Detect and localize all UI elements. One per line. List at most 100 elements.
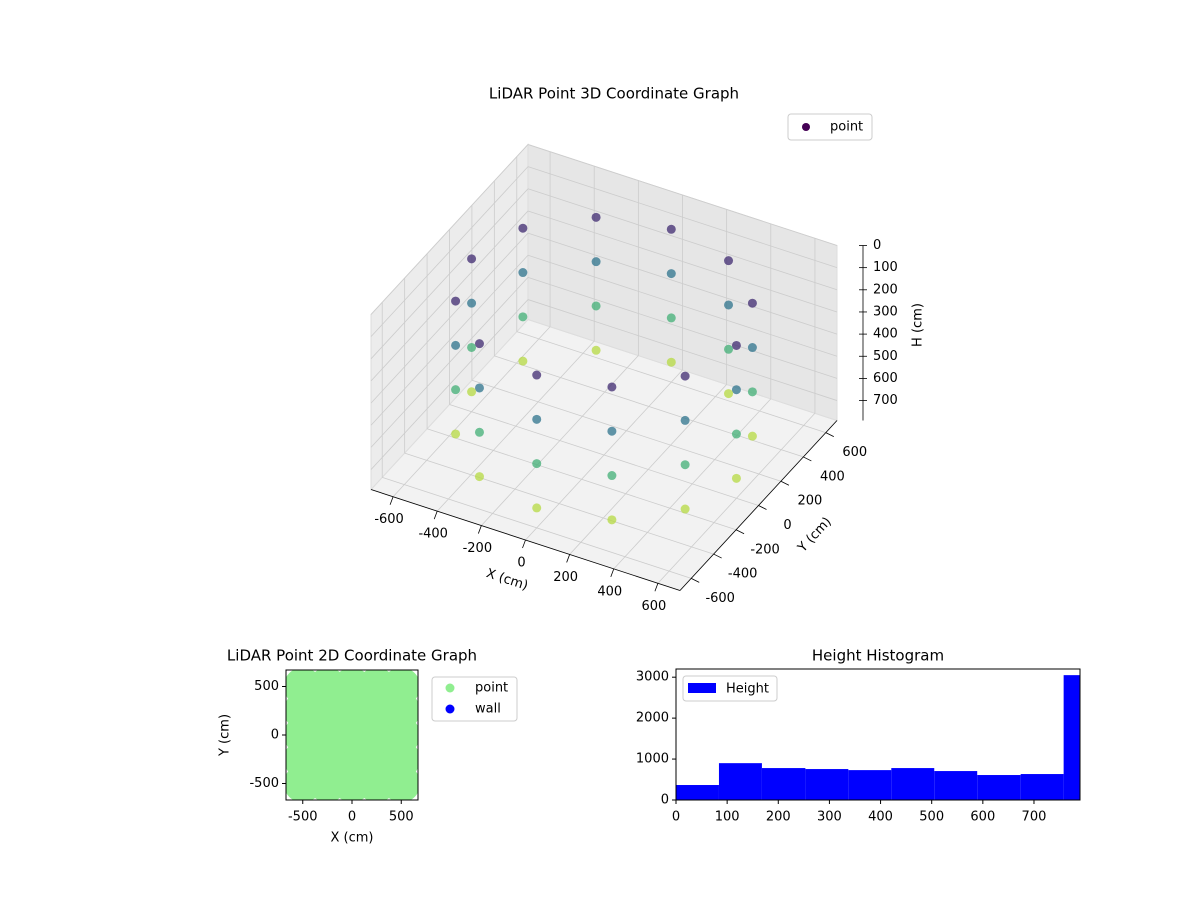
- x-tick-label: 200: [553, 570, 578, 585]
- y-tick-label: 0: [661, 793, 669, 808]
- point: [747, 431, 757, 441]
- point: [382, 670, 418, 706]
- tick-mark: [691, 577, 700, 583]
- x-tick-label: 400: [597, 584, 622, 599]
- chart-title: LiDAR Point 2D Coordinate Graph: [227, 647, 477, 665]
- point: [724, 344, 734, 354]
- point: [467, 342, 477, 352]
- tick-mark: [780, 480, 790, 486]
- y-axis-label: Y (cm): [218, 714, 233, 757]
- grid-line: [527, 188, 838, 291]
- legend-marker: [802, 123, 810, 131]
- point: [532, 459, 542, 469]
- x-tick-label: 200: [766, 810, 791, 825]
- y-tick-label: -200: [750, 542, 780, 557]
- grid-line: [370, 254, 529, 426]
- point: [451, 340, 461, 350]
- point: [747, 343, 757, 353]
- legend-label: point: [475, 681, 508, 696]
- y-tick-label: 500: [254, 679, 279, 694]
- point: [607, 426, 617, 436]
- point: [467, 387, 477, 397]
- bar: [676, 785, 719, 800]
- tick-mark: [713, 553, 722, 559]
- x-tick-label: 400: [868, 810, 893, 825]
- legend-marker: [688, 683, 716, 693]
- bar: [718, 763, 762, 800]
- bar: [934, 771, 978, 800]
- y-axis-line: [679, 420, 838, 591]
- point: [731, 473, 741, 483]
- grid-line: [370, 144, 529, 315]
- bars: [676, 675, 1080, 800]
- tick-mark: [758, 505, 767, 510]
- legend-box: [682, 675, 778, 702]
- bar: [1063, 675, 1080, 800]
- point: [724, 300, 734, 310]
- y-tick-label: -400: [728, 567, 758, 582]
- x-tick-label: 0: [517, 556, 525, 571]
- grid-line: [370, 166, 529, 337]
- point: [532, 414, 542, 424]
- point: [724, 389, 734, 399]
- legend-label: point: [830, 120, 863, 135]
- h-tick-label: 100: [873, 260, 898, 275]
- point: [474, 383, 484, 393]
- h-tick-label: 500: [873, 349, 898, 364]
- point: [591, 345, 601, 355]
- y-tick-label: 400: [820, 469, 845, 484]
- point: [666, 313, 676, 323]
- bar: [1020, 774, 1064, 800]
- grid-line: [404, 452, 714, 555]
- point: [731, 429, 741, 439]
- point: [607, 471, 617, 481]
- grid-line: [370, 210, 529, 382]
- y-tick-label: -500: [249, 776, 279, 791]
- point: [747, 387, 757, 397]
- tick-mark: [433, 511, 438, 520]
- bar: [805, 769, 849, 800]
- point: [518, 356, 528, 366]
- legend-box: [431, 676, 518, 722]
- grid-line: [370, 299, 529, 470]
- y-tick-label: 600: [842, 445, 867, 460]
- bar: [848, 770, 892, 800]
- tick-mark: [803, 456, 812, 462]
- point: [591, 257, 601, 267]
- point: [747, 298, 757, 308]
- x-tick-label: 100: [715, 810, 740, 825]
- point: [518, 312, 528, 322]
- grid-line: [527, 277, 838, 379]
- y-tick-label: 200: [798, 494, 823, 509]
- axes-frame: [675, 668, 1081, 801]
- tick-mark: [522, 539, 526, 549]
- point: [451, 385, 461, 395]
- y-tick-label: 0: [271, 728, 279, 743]
- y-tick-label: 2000: [636, 711, 669, 726]
- tick-mark: [566, 554, 571, 563]
- points: [286, 670, 418, 800]
- x-tick-label: 600: [970, 810, 995, 825]
- h-tick-label: 0: [873, 238, 881, 253]
- point: [474, 472, 484, 482]
- x-axis-line: [370, 489, 681, 591]
- h-axis-label: H (cm): [911, 303, 926, 347]
- x-tick-label: 300: [817, 810, 842, 825]
- x-tick-label: 600: [642, 599, 667, 614]
- x-tick-label: -500: [288, 810, 318, 825]
- point: [532, 503, 542, 513]
- point: [731, 385, 741, 395]
- point: [666, 357, 676, 367]
- point: [666, 269, 676, 279]
- grid-line: [370, 232, 529, 404]
- point: [680, 371, 690, 381]
- bar: [891, 768, 935, 800]
- point: [680, 415, 690, 425]
- point: [591, 212, 601, 222]
- tick-mark: [825, 432, 834, 438]
- tick-mark: [735, 529, 745, 535]
- bar: [761, 768, 806, 800]
- grid-line: [527, 166, 838, 269]
- x-tick-label: 0: [672, 810, 680, 825]
